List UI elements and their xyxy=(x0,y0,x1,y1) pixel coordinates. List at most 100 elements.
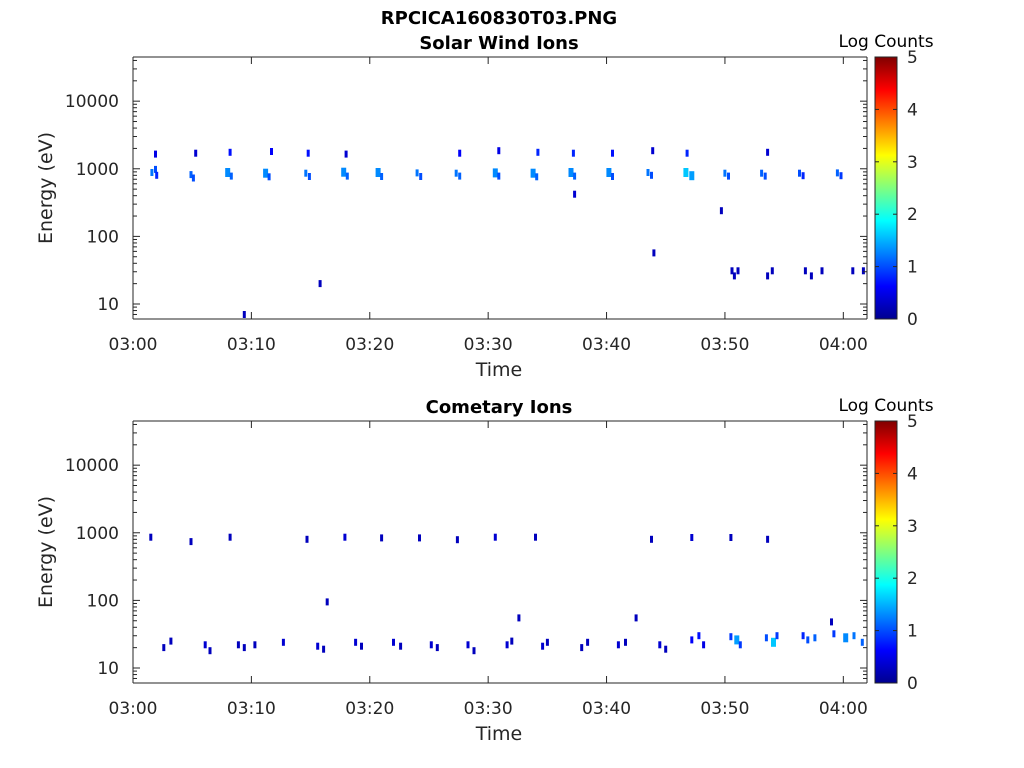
spectrogram-cell xyxy=(690,636,694,644)
spectrogram-cell xyxy=(798,169,801,177)
spectrogram-cell xyxy=(155,171,159,179)
spectrogram-cell xyxy=(191,174,195,182)
colorbar-tick-label: 2 xyxy=(907,569,918,589)
spectrogram-cell xyxy=(535,173,539,181)
spectrogram-cell xyxy=(801,632,805,640)
spectrogram-cell xyxy=(719,207,723,215)
colorbar-tick-label: 4 xyxy=(907,100,918,120)
x-tick-label: 03:20 xyxy=(345,335,394,355)
spectrogram-cell xyxy=(307,173,311,180)
spectrogram-cell xyxy=(497,172,501,180)
spectrogram-cell xyxy=(861,267,865,275)
x-axis-label: Time xyxy=(475,359,523,381)
spectrogram-cell xyxy=(832,630,836,638)
spectrogram-cell xyxy=(415,169,419,177)
figure-title: RPCICA160830T03.PNG xyxy=(381,8,617,29)
spectrogram-cell xyxy=(150,169,154,176)
spectrogram-cell xyxy=(809,272,813,280)
x-axis-label: Time xyxy=(475,723,523,745)
x-tick-label: 03:10 xyxy=(227,335,276,355)
x-tick-label: 03:40 xyxy=(582,699,631,719)
spectrogram-cell xyxy=(510,637,514,645)
colorbar-tick-label: 1 xyxy=(907,258,918,278)
colorbar-tick-label: 1 xyxy=(907,622,918,642)
spectrogram-cell xyxy=(435,644,439,652)
spectrogram-cell xyxy=(380,173,384,180)
spectrogram-cell xyxy=(392,638,395,646)
spectrogram-cell xyxy=(466,641,470,649)
x-tick-label: 04:00 xyxy=(819,699,868,719)
colorbar-tick-label: 2 xyxy=(907,205,918,225)
spectrogram-cell xyxy=(839,172,843,180)
spectrogram-cell xyxy=(316,642,320,650)
spectrogram-cell xyxy=(760,169,764,177)
spectrogram-cell xyxy=(734,635,740,645)
plot-background xyxy=(133,57,867,319)
spectrogram-cell xyxy=(281,638,285,646)
spectrogram-cell xyxy=(606,168,612,177)
x-tick-label: 03:50 xyxy=(700,699,749,719)
spectrogram-cell xyxy=(690,534,694,541)
y-tick-label: 100 xyxy=(87,591,119,611)
spectrogram-cell xyxy=(458,172,462,180)
colorbar-tick-label: 0 xyxy=(907,310,918,330)
spectrogram-cell xyxy=(375,168,381,177)
spectrogram-cell xyxy=(530,168,536,178)
spectrogram-cell xyxy=(830,618,833,626)
spectrogram-cell xyxy=(650,171,653,179)
spectrogram-cell xyxy=(306,149,310,157)
spectrogram-cell xyxy=(860,638,864,646)
spectrogram-cell xyxy=(650,535,653,543)
spectrogram-cell xyxy=(228,148,232,156)
spectrogram-cell xyxy=(652,249,656,257)
spectrogram-cell xyxy=(685,149,689,157)
spectrogram-cell xyxy=(189,538,193,546)
spectrogram-cell xyxy=(225,168,231,177)
plot-area: 10 100 1000 10000 03:00 03:10 03:20 03:30 03:40 0… xyxy=(65,56,868,355)
spectrogram-cell xyxy=(536,148,540,156)
colorbar-label: Log Counts xyxy=(838,32,933,52)
spectrogram-cell xyxy=(189,171,193,179)
spectrogram-cell xyxy=(492,168,498,178)
spectrogram-cell xyxy=(573,172,577,180)
spectrogram-cell xyxy=(611,149,614,157)
y-tick-label: 10 xyxy=(97,659,119,679)
y-axis-label: Energy (eV) xyxy=(35,132,57,244)
spectrogram-cell xyxy=(541,642,545,650)
spectrogram-cell xyxy=(341,167,347,177)
spectrogram-cell xyxy=(775,632,779,640)
spectrogram-cell xyxy=(803,267,807,275)
spectrogram-cell xyxy=(343,533,347,541)
spectrogram-cell xyxy=(813,634,817,642)
spectrogram-cell xyxy=(149,533,153,541)
spectrogram-cell xyxy=(534,533,537,541)
x-tick-label: 03:00 xyxy=(109,699,158,719)
spectrogram-cell xyxy=(702,641,706,649)
y-tick-label: 100 xyxy=(87,227,119,247)
spectrogram-cell xyxy=(766,535,770,543)
spectrogram-cell xyxy=(345,172,349,180)
spectrogram-cell xyxy=(580,644,584,652)
spectrogram-cell xyxy=(801,172,805,180)
spectrogram-cell xyxy=(658,641,662,649)
spectrogram-cell xyxy=(354,638,358,646)
spectrogram-cell xyxy=(732,272,736,280)
spectrogram-cell xyxy=(568,168,574,177)
spectrogram-cell xyxy=(242,311,246,318)
x-tick-label: 03:20 xyxy=(345,699,394,719)
spectrogram-cell xyxy=(738,641,742,649)
spectrogram-cell xyxy=(820,267,824,275)
spectrogram-cell xyxy=(571,149,575,157)
plot-area: 10 100 1000 10000 03:00 03:10 03:20 03:30 03:40 0… xyxy=(65,420,868,719)
spectrogram-cell xyxy=(344,150,348,158)
spectrogram-cell xyxy=(727,172,730,180)
spectrogram-cell xyxy=(664,645,668,653)
colorbar-tick-label: 5 xyxy=(907,48,918,68)
spectrogram-cell xyxy=(517,614,521,622)
spectrogram-cell xyxy=(689,171,695,181)
panel-title: Solar Wind Ions xyxy=(419,33,578,54)
panel-title: Cometary Ions xyxy=(426,397,573,418)
